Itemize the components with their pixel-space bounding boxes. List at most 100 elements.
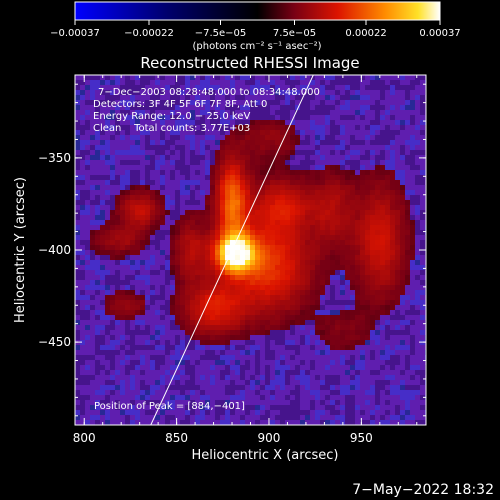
- heatmap-pixel: [225, 150, 231, 156]
- heatmap-pixel: [165, 250, 171, 256]
- heatmap-pixel: [125, 80, 131, 86]
- heatmap-pixel: [180, 390, 186, 396]
- heatmap-pixel: [90, 280, 96, 286]
- heatmap-pixel: [120, 365, 126, 371]
- heatmap-pixel: [175, 120, 181, 126]
- heatmap-pixel: [385, 325, 391, 331]
- heatmap-pixel: [345, 80, 351, 86]
- heatmap-pixel: [145, 290, 151, 296]
- heatmap-pixel: [105, 145, 111, 151]
- heatmap-pixel: [185, 190, 191, 196]
- heatmap-pixel: [275, 400, 281, 406]
- heatmap-pixel: [250, 120, 256, 126]
- heatmap-pixel: [365, 290, 371, 296]
- heatmap-pixel: [360, 120, 366, 126]
- heatmap-pixel: [385, 290, 391, 296]
- heatmap-pixel: [320, 375, 326, 381]
- heatmap-pixel: [190, 270, 196, 276]
- heatmap-pixel: [330, 380, 336, 386]
- heatmap-pixel: [420, 225, 426, 231]
- heatmap-pixel: [300, 180, 306, 186]
- heatmap-pixel: [305, 355, 311, 361]
- heatmap-pixel: [125, 170, 131, 176]
- heatmap-pixel: [130, 335, 136, 341]
- heatmap-pixel: [225, 210, 231, 216]
- heatmap-pixel: [360, 340, 366, 346]
- heatmap-pixel: [220, 410, 226, 416]
- heatmap-pixel: [235, 420, 241, 425]
- heatmap-pixel: [145, 335, 151, 341]
- heatmap-pixel: [80, 200, 86, 206]
- heatmap-pixel: [125, 135, 131, 141]
- heatmap-pixel: [365, 375, 371, 381]
- heatmap-pixel: [280, 390, 286, 396]
- heatmap-pixel: [75, 150, 81, 156]
- heatmap-pixel: [100, 380, 106, 386]
- heatmap-pixel: [350, 130, 356, 136]
- heatmap-pixel: [330, 220, 336, 226]
- heatmap-pixel: [200, 255, 206, 261]
- heatmap-pixel: [140, 220, 146, 226]
- heatmap-pixel: [110, 120, 116, 126]
- heatmap-pixel: [165, 155, 171, 161]
- heatmap-pixel: [80, 270, 86, 276]
- heatmap-pixel: [160, 105, 166, 111]
- heatmap-pixel: [280, 355, 286, 361]
- heatmap-pixel: [290, 155, 296, 161]
- heatmap-pixel: [245, 300, 251, 306]
- heatmap-pixel: [160, 260, 166, 266]
- heatmap-pixel: [275, 75, 281, 81]
- heatmap-pixel: [345, 355, 351, 361]
- heatmap-pixel: [215, 255, 221, 261]
- heatmap-pixel: [130, 300, 136, 306]
- heatmap-pixel: [205, 200, 211, 206]
- heatmap-pixel: [225, 400, 231, 406]
- heatmap-pixel: [135, 350, 141, 356]
- heatmap-pixel: [330, 230, 336, 236]
- heatmap-pixel: [350, 380, 356, 386]
- heatmap-pixel: [395, 275, 401, 281]
- heatmap-pixel: [365, 385, 371, 391]
- heatmap-pixel: [340, 80, 346, 86]
- heatmap-pixel: [375, 125, 381, 131]
- heatmap-pixel: [90, 285, 96, 291]
- heatmap-pixel: [85, 280, 91, 286]
- heatmap-pixel: [350, 295, 356, 301]
- heatmap-pixel: [185, 335, 191, 341]
- heatmap-pixel: [120, 330, 126, 336]
- heatmap-pixel: [245, 195, 251, 201]
- heatmap-pixel: [285, 115, 291, 121]
- heatmap-pixel: [340, 225, 346, 231]
- heatmap-pixel: [165, 125, 171, 131]
- heatmap-pixel: [410, 385, 416, 391]
- heatmap-pixel: [195, 80, 201, 86]
- heatmap-pixel: [270, 325, 276, 331]
- heatmap-pixel: [375, 140, 381, 146]
- heatmap-pixel: [180, 185, 186, 191]
- heatmap-pixel: [405, 195, 411, 201]
- heatmap-pixel: [210, 260, 216, 266]
- heatmap-pixel: [145, 400, 151, 406]
- heatmap-pixel: [265, 390, 271, 396]
- heatmap-pixel: [135, 245, 141, 251]
- heatmap-pixel: [170, 415, 176, 421]
- heatmap-pixel: [200, 360, 206, 366]
- heatmap-pixel: [225, 415, 231, 421]
- heatmap-pixel: [310, 375, 316, 381]
- heatmap-pixel: [90, 240, 96, 246]
- heatmap-pixel: [280, 285, 286, 291]
- heatmap-pixel: [320, 155, 326, 161]
- heatmap-pixel: [200, 150, 206, 156]
- heatmap-pixel: [245, 375, 251, 381]
- heatmap-pixel: [405, 410, 411, 416]
- heatmap-pixel: [180, 75, 186, 81]
- heatmap-pixel: [395, 195, 401, 201]
- heatmap-pixel: [105, 345, 111, 351]
- heatmap-pixel: [350, 205, 356, 211]
- heatmap-pixel: [305, 230, 311, 236]
- heatmap-pixel: [90, 210, 96, 216]
- heatmap-pixel: [320, 160, 326, 166]
- heatmap-pixel: [400, 330, 406, 336]
- heatmap-pixel: [120, 380, 126, 386]
- heatmap-pixel: [190, 190, 196, 196]
